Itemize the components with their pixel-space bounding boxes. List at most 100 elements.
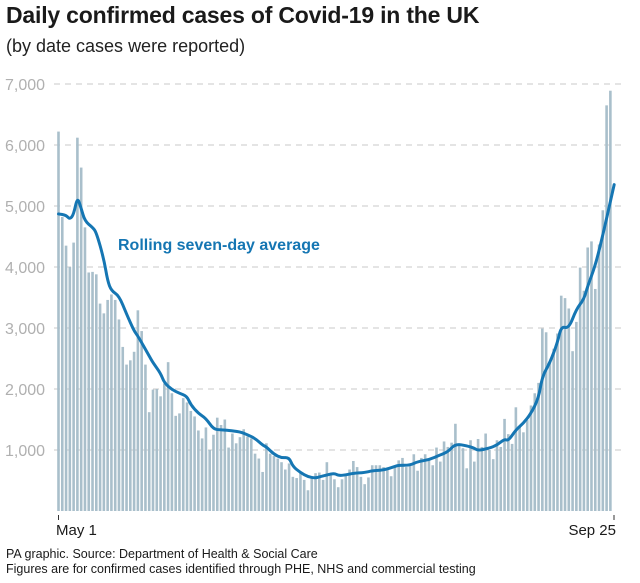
bar-daily-cases <box>299 473 302 511</box>
bar-daily-cases <box>352 460 355 511</box>
bar-daily-cases <box>212 434 215 511</box>
bar-daily-cases <box>567 308 571 511</box>
bar-daily-cases <box>378 465 382 511</box>
bar-daily-cases <box>386 469 389 511</box>
bar-daily-cases <box>257 458 261 511</box>
bar-daily-cases <box>310 478 314 511</box>
bar-daily-cases <box>60 216 64 512</box>
bar-daily-cases <box>510 443 514 511</box>
bar-daily-cases <box>522 432 525 511</box>
bar-daily-cases <box>249 438 253 511</box>
bar-daily-cases <box>370 465 374 511</box>
bar-daily-cases <box>427 459 431 511</box>
bar-daily-cases <box>234 443 238 511</box>
gridlines <box>54 83 622 451</box>
bar-daily-cases <box>302 479 306 511</box>
bar-daily-cases <box>507 434 510 511</box>
bar-daily-cases <box>480 446 484 511</box>
bar-daily-cases <box>363 484 366 511</box>
bar-daily-cases <box>578 267 582 511</box>
y-tick-label: 5,000 <box>5 199 45 216</box>
bar-daily-cases <box>280 462 283 511</box>
bar-daily-cases <box>178 413 181 511</box>
bar-daily-cases <box>367 477 370 511</box>
bar-daily-cases <box>268 453 272 511</box>
bar-daily-cases <box>537 382 540 511</box>
bar-daily-cases <box>291 476 295 511</box>
bar-daily-cases <box>457 445 461 511</box>
bar-daily-cases <box>284 469 287 511</box>
bar-daily-cases <box>559 295 563 511</box>
bar-daily-cases <box>336 487 340 511</box>
bar-daily-cases <box>91 271 94 511</box>
bar-daily-cases <box>318 472 321 511</box>
bar-daily-cases <box>340 479 344 511</box>
bar-daily-cases <box>231 433 234 511</box>
rolling-average-line <box>57 183 616 480</box>
bar-daily-cases <box>272 456 276 511</box>
bar-daily-cases <box>246 436 249 511</box>
bar-daily-cases <box>499 446 503 511</box>
bar-daily-cases <box>185 402 189 511</box>
bar-daily-cases <box>461 448 465 511</box>
bar-daily-cases <box>374 465 378 511</box>
bar-daily-cases <box>314 473 317 511</box>
bar-daily-cases <box>76 137 79 511</box>
bar-daily-cases <box>155 389 159 511</box>
bar-daily-cases <box>113 299 117 511</box>
bar-daily-cases <box>306 490 310 511</box>
bar-daily-cases <box>488 450 491 511</box>
bar-daily-cases <box>117 319 121 511</box>
bar-daily-cases <box>484 433 487 511</box>
bar-daily-cases <box>590 241 593 511</box>
bar-daily-cases <box>219 424 223 511</box>
bar-daily-cases <box>514 407 518 511</box>
bar-daily-cases <box>529 405 533 511</box>
bar-daily-cases <box>401 457 404 511</box>
bar-daily-cases <box>265 443 268 511</box>
bar-daily-cases <box>446 446 450 511</box>
bar-daily-cases <box>423 454 427 511</box>
bar-daily-cases <box>106 299 109 511</box>
bar-daily-cases <box>344 473 348 511</box>
bar-daily-cases <box>87 272 91 511</box>
bar-daily-cases <box>541 328 544 511</box>
bar-daily-cases <box>389 476 393 511</box>
bar-daily-cases <box>359 476 363 511</box>
bar-daily-cases <box>144 364 147 511</box>
y-axis-ticks: 1,000 2,000 3,000 4,000 5,000 6,000 7,000 <box>5 77 45 460</box>
bar-daily-cases <box>151 389 155 511</box>
bar-daily-cases <box>601 210 605 511</box>
bar-daily-cases <box>556 333 559 511</box>
bar-daily-cases <box>450 442 453 511</box>
bar-daily-cases <box>98 303 102 511</box>
bar-daily-cases <box>582 290 586 511</box>
bar-daily-cases <box>609 90 612 512</box>
y-tick-label: 7,000 <box>5 77 45 94</box>
footer-note: Figures are for confirmed cases identifi… <box>6 562 476 576</box>
bar-daily-cases <box>575 321 578 511</box>
bar-daily-cases <box>136 310 140 511</box>
bar-daily-cases <box>597 244 601 511</box>
bar-daily-cases <box>473 461 476 511</box>
bar-daily-cases <box>438 461 442 511</box>
bar-daily-cases <box>200 438 204 511</box>
bar-daily-cases <box>261 471 264 511</box>
bar-daily-cases <box>147 412 151 511</box>
bar-daily-cases <box>533 393 537 511</box>
bar-daily-cases <box>121 346 125 511</box>
bar-daily-cases <box>181 398 185 511</box>
bar-daily-cases <box>276 458 280 511</box>
bar-daily-cases <box>242 429 246 511</box>
bar-daily-cases <box>442 441 446 511</box>
y-tick-label: 4,000 <box>5 260 45 277</box>
bar-daily-cases <box>129 360 132 511</box>
bar-daily-cases <box>355 467 359 511</box>
bar-daily-cases <box>397 460 400 511</box>
daily-cases-bars <box>57 90 612 512</box>
bar-daily-cases <box>476 439 480 511</box>
bar-daily-cases <box>321 479 325 511</box>
bar-daily-cases <box>593 288 597 511</box>
bar-daily-cases <box>469 440 472 511</box>
